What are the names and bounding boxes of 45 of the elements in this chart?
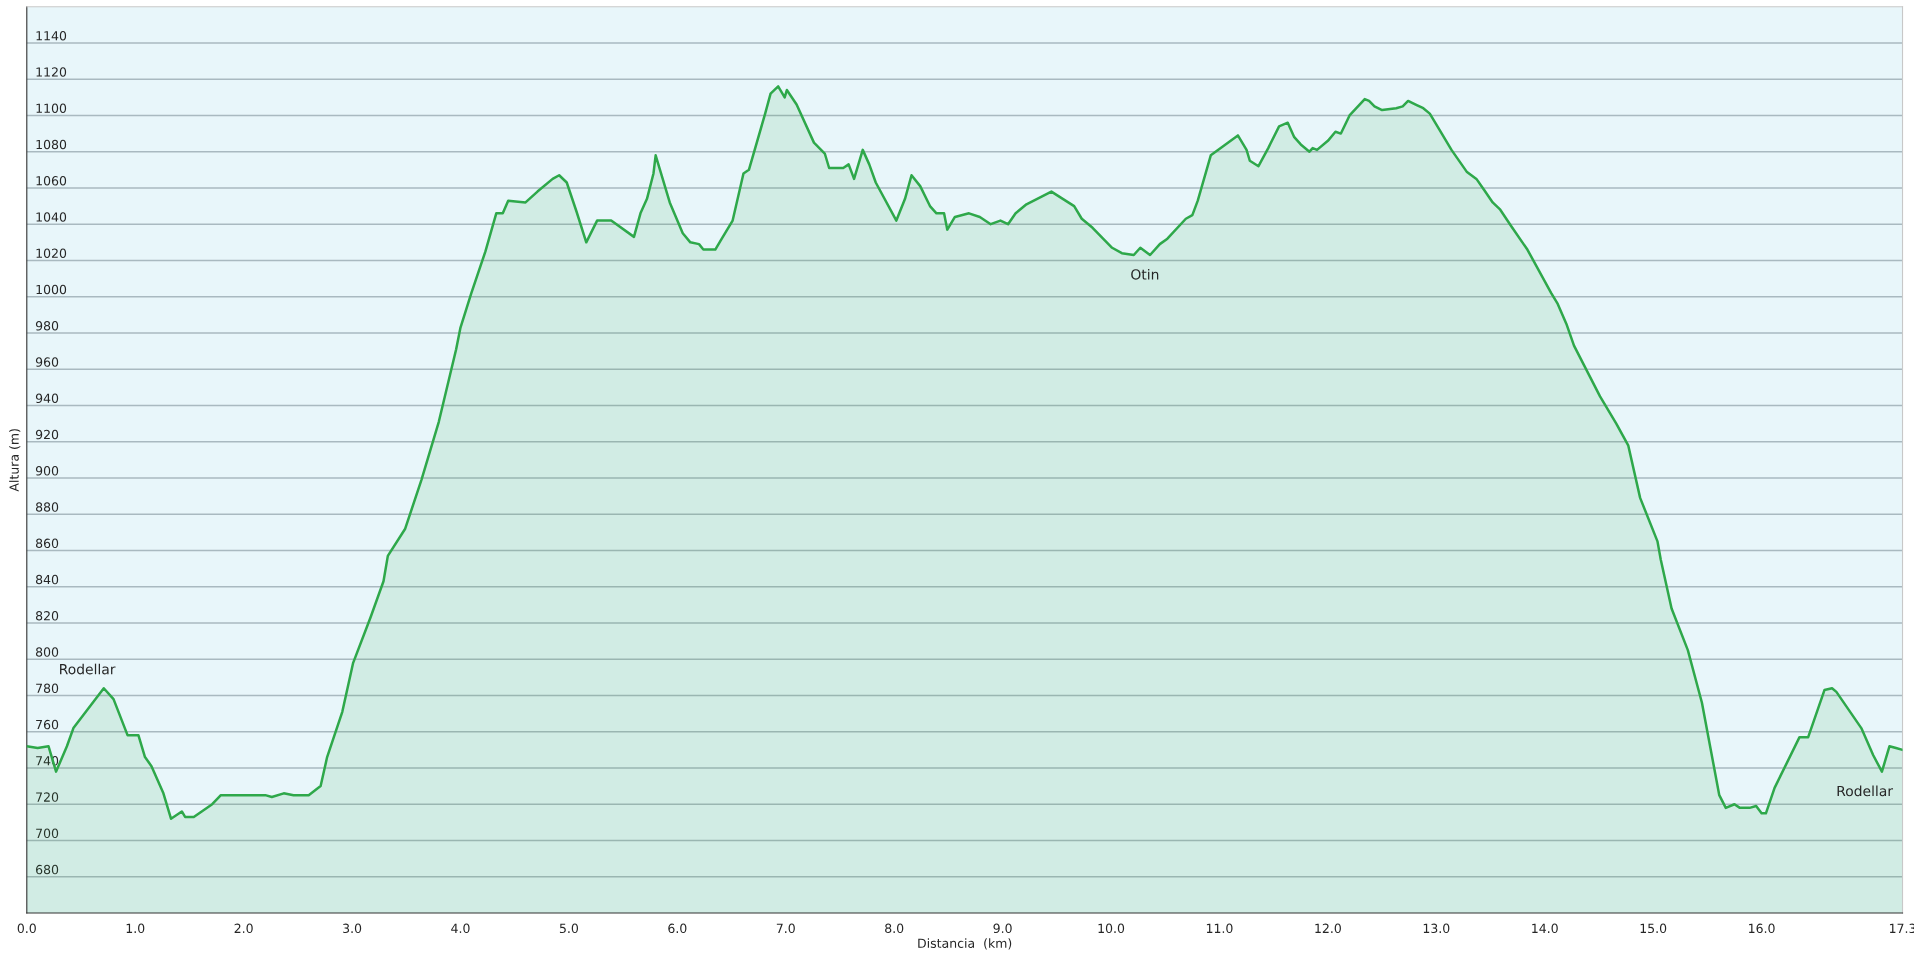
y-tick-label: 860	[35, 538, 59, 549]
x-tick-label: 11.0	[1206, 923, 1233, 934]
y-axis-title: Altura (m)	[9, 429, 21, 492]
x-tick-label: 15.0	[1640, 923, 1667, 934]
x-tick-label: 10.0	[1098, 923, 1125, 934]
x-tick-label: 3.0	[343, 923, 362, 934]
y-tick-label: 1140	[36, 31, 67, 41]
x-tick-label: 9.0	[993, 923, 1012, 934]
x-tick-label: 6.0	[668, 923, 687, 934]
y-tick-label: 980	[35, 321, 59, 331]
y-tick-label: 1000	[36, 284, 67, 295]
y-tick-label: 900	[35, 466, 59, 476]
y-tick-label: 1060	[36, 176, 67, 186]
x-tick-label: 4.0	[451, 923, 470, 934]
x-tick-label: 13.0	[1423, 923, 1450, 934]
y-tick-label: 1020	[36, 248, 67, 259]
y-tick-label: 780	[36, 683, 59, 694]
y-tick-label: 820	[35, 611, 59, 621]
annotation: Rodellar	[60, 663, 116, 675]
y-tick-label: 1040	[36, 212, 67, 222]
y-tick-label: 800	[35, 647, 59, 657]
x-tick-label: 14.0	[1532, 923, 1558, 934]
y-tick-label: 700	[36, 828, 59, 839]
y-tick-label: 920	[35, 429, 59, 440]
x-tick-label: 5.0	[559, 923, 579, 934]
y-tick-label: 960	[35, 357, 59, 367]
y-tick-label: 880	[35, 502, 59, 512]
annotation: Otin	[1131, 268, 1159, 280]
x-tick-label: 1.0	[126, 923, 145, 934]
y-tick-label: 680	[36, 864, 59, 875]
x-tick-label: 7.0	[776, 923, 795, 934]
y-tick-label: 720	[36, 792, 59, 802]
x-tick-label: 0.0	[17, 923, 36, 934]
x-tick-label: 2.0	[234, 923, 253, 934]
y-tick-label: 1080	[36, 139, 67, 150]
x-tick-label: 8.0	[885, 923, 904, 934]
x-axis-title: Distancia (km)	[918, 938, 1012, 950]
annotation: Rodellar	[1837, 785, 1894, 797]
y-tick-label: 1120	[36, 67, 67, 77]
y-tick-label: 840	[35, 574, 59, 585]
y-tick-label: 940	[35, 393, 59, 404]
y-tick-label: 1100	[36, 103, 67, 114]
y-tick-label: 760	[36, 719, 59, 730]
x-tick-label: 16.0	[1749, 923, 1775, 934]
x-tick-label: 12.0	[1315, 923, 1341, 934]
